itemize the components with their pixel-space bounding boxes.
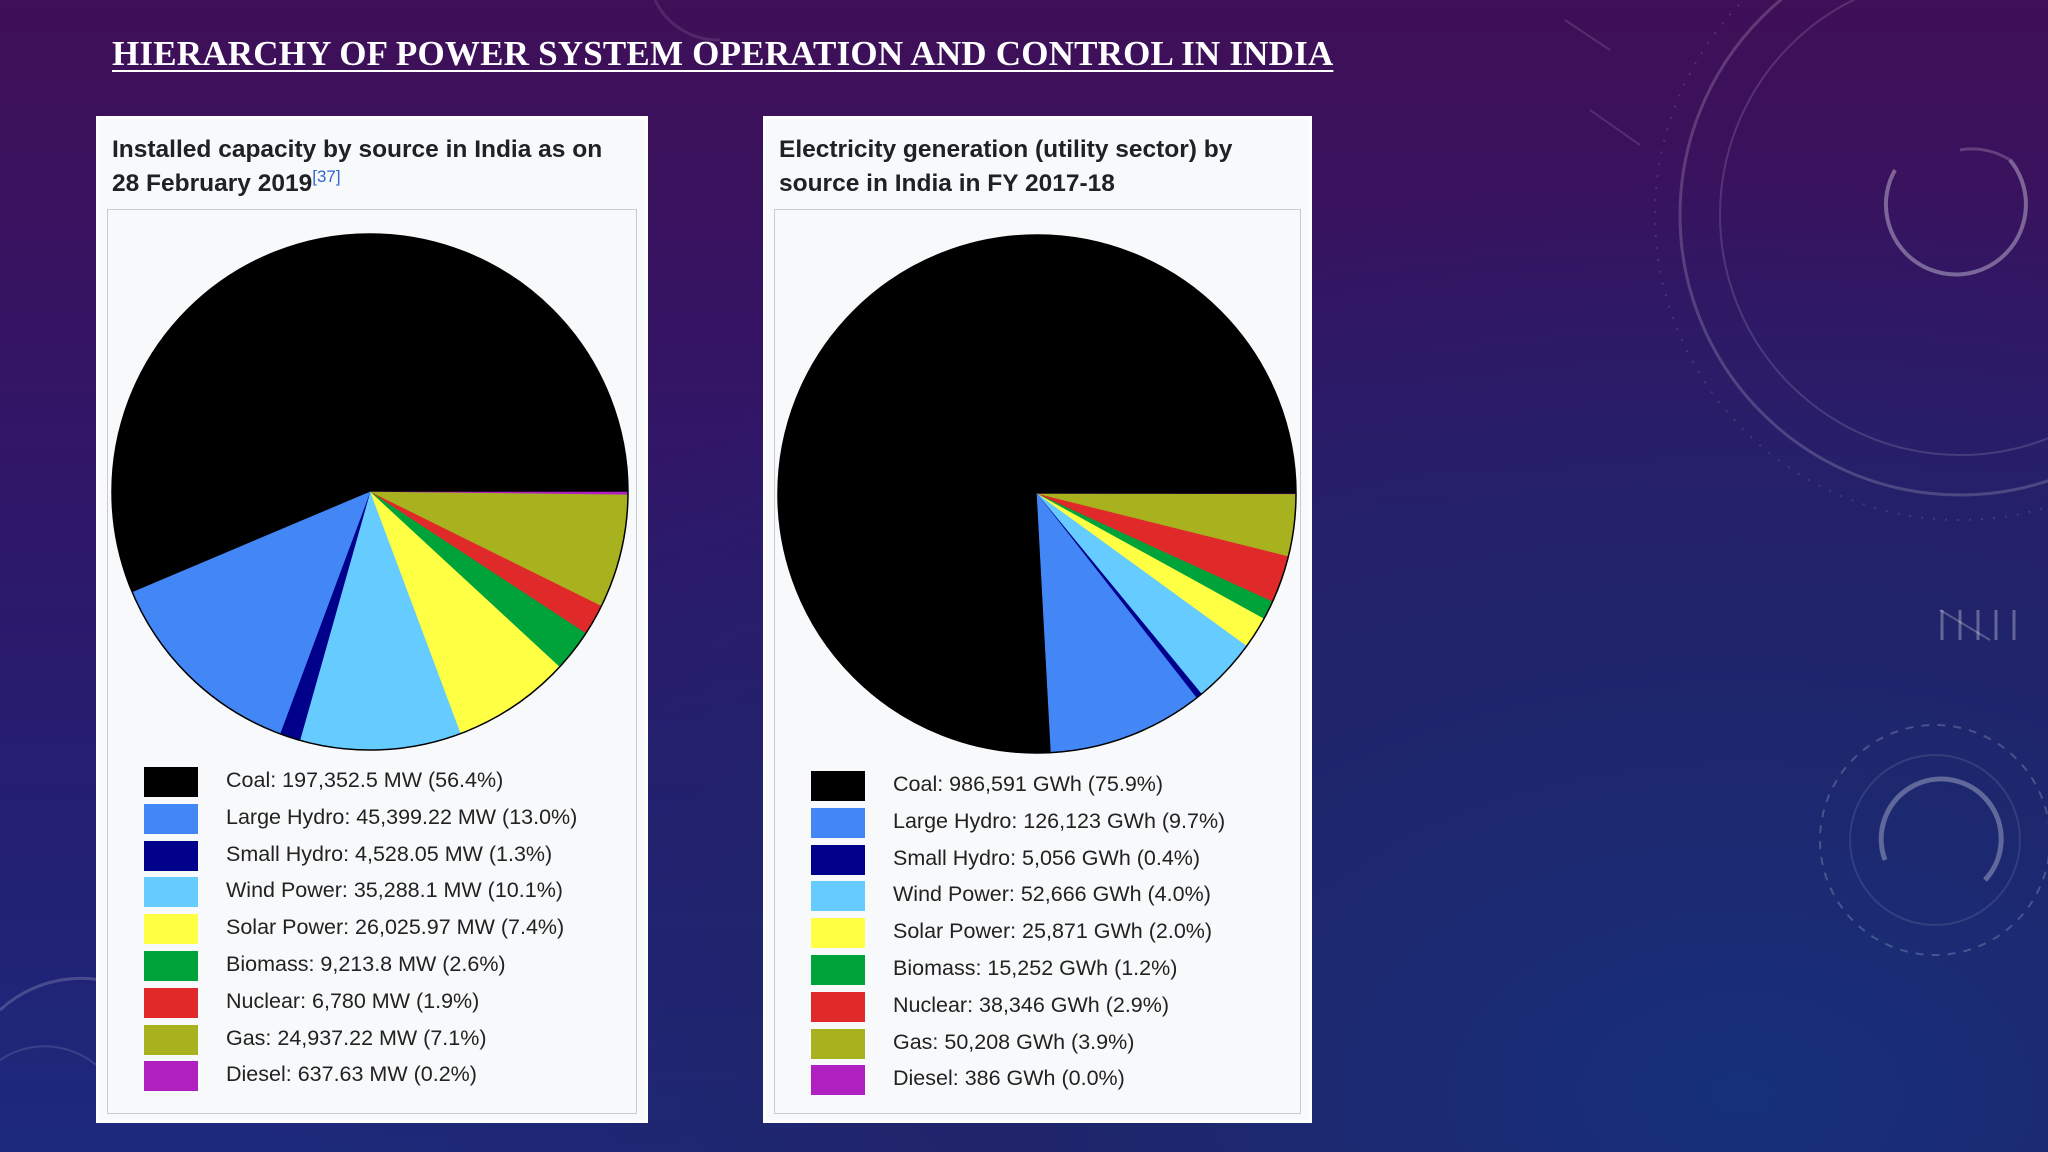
legend-label: Large Hydro: 45,399.22 MW (13.0%) bbox=[226, 804, 578, 829]
legend-swatch bbox=[811, 918, 865, 949]
legend-swatch bbox=[811, 991, 865, 1022]
legend-label: Biomass: 15,252 GWh (1.2%) bbox=[893, 955, 1178, 980]
legend-label: Nuclear: 38,346 GWh (2.9%) bbox=[893, 992, 1170, 1017]
legend-label: Diesel: 637.63 MW (0.2%) bbox=[226, 1062, 477, 1087]
chart-title-line2: source in India in FY 2017-18 bbox=[779, 170, 1115, 197]
legend-swatch bbox=[144, 914, 198, 945]
legend-swatch bbox=[144, 767, 198, 797]
chart-title: Electricity generation (utility sector) … bbox=[779, 133, 1299, 201]
chart-area: Coal: 986,591 GWh (75.9%) Large Hydro: 12… bbox=[774, 209, 1301, 1114]
legend-swatch bbox=[811, 844, 865, 875]
legend-swatch bbox=[811, 881, 865, 912]
chart-title-line2: 28 February 2019 bbox=[112, 170, 313, 197]
pie-chart-electricity-generation bbox=[777, 234, 1297, 754]
pie-outline bbox=[111, 233, 629, 751]
legend-label: Biomass: 9,213.8 MW (2.6%) bbox=[226, 951, 506, 976]
electricity-generation-panel: Electricity generation (utility sector) … bbox=[763, 116, 1312, 1123]
legend-swatch bbox=[144, 1024, 198, 1055]
chart-title-line1: Installed capacity by source in India as… bbox=[112, 136, 603, 163]
legend-swatch bbox=[144, 950, 198, 981]
legend-label: Gas: 50,208 GWh (3.9%) bbox=[893, 1029, 1135, 1054]
legend-label: Small Hydro: 4,528.05 MW (1.3%) bbox=[226, 841, 553, 866]
legend-label: Gas: 24,937.22 MW (7.1%) bbox=[226, 1025, 487, 1050]
pie-chart-installed-capacity bbox=[111, 233, 629, 751]
chart-area: Coal: 197,352.5 MW (56.4%) Large Hydro: 4… bbox=[107, 209, 637, 1114]
chart-title-line1: Electricity generation (utility sector) … bbox=[779, 136, 1233, 163]
footnote-link[interactable]: [37] bbox=[312, 166, 341, 186]
legend-swatch bbox=[811, 807, 865, 838]
legend-label: Solar Power: 26,025.97 MW (7.4%) bbox=[226, 915, 565, 940]
legend-swatch bbox=[811, 954, 865, 985]
chart-title: Installed capacity by source in India as… bbox=[112, 133, 632, 201]
legend-label: Wind Power: 35,288.1 MW (10.1%) bbox=[226, 878, 563, 903]
legend-swatch bbox=[144, 1061, 198, 1092]
legend-swatch bbox=[144, 987, 198, 1018]
legend-swatch bbox=[811, 1065, 865, 1096]
legend-swatch bbox=[144, 877, 198, 908]
legend-swatch bbox=[811, 1028, 865, 1059]
legend-swatch bbox=[144, 840, 198, 871]
slide-title: HIERARCHY OF POWER SYSTEM OPERATION AND … bbox=[112, 34, 1334, 73]
pie-outline bbox=[777, 234, 1297, 754]
legend-swatch bbox=[811, 771, 865, 801]
installed-capacity-panel: Installed capacity by source in India as… bbox=[96, 116, 648, 1123]
legend-label: Wind Power: 52,666 GWh (4.0%) bbox=[893, 882, 1211, 907]
legend-label: Diesel: 386 GWh (0.0%) bbox=[893, 1066, 1125, 1091]
legend-label: Coal: 197,352.5 MW (56.4%) bbox=[226, 768, 504, 792]
legend-label: Small Hydro: 5,056 GWh (0.4%) bbox=[893, 845, 1201, 870]
legend-swatch bbox=[144, 803, 198, 834]
legend-label: Solar Power: 25,871 GWh (2.0%) bbox=[893, 919, 1213, 944]
legend-label: Large Hydro: 126,123 GWh (9.7%) bbox=[893, 808, 1226, 833]
legend-label: Nuclear: 6,780 MW (1.9%) bbox=[226, 988, 480, 1013]
legend-label: Coal: 986,591 GWh (75.9%) bbox=[893, 772, 1164, 796]
